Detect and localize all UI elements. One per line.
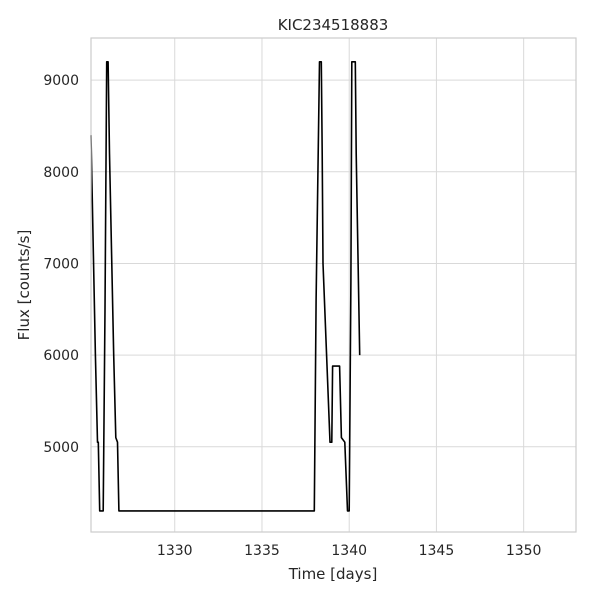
x-tick-label: 1335: [244, 543, 280, 559]
plot-frame: [90, 37, 577, 533]
y-axis-label: Flux [counts/s]: [15, 230, 33, 341]
series-line-0: [90, 60, 361, 512]
grid-lines: [91, 38, 576, 532]
x-tick-label: 1340: [331, 543, 367, 559]
y-tick-label: 8000: [43, 165, 79, 181]
axis-ticks: 1330 1335 1340 1345 1350 5000 6000 7000 8000 9000: [43, 73, 541, 559]
x-axis-label: Time [days]: [288, 565, 378, 583]
y-tick-label: 9000: [43, 73, 79, 89]
chart-title: KIC234518883: [278, 16, 389, 34]
x-tick-label: 1350: [506, 543, 542, 559]
x-tick-label: 1345: [419, 543, 455, 559]
y-tick-label: 7000: [43, 256, 79, 272]
plot-lines: [90, 60, 361, 512]
x-tick-label: 1330: [157, 543, 193, 559]
y-tick-label: 6000: [43, 348, 79, 364]
y-tick-label: 5000: [43, 440, 79, 456]
